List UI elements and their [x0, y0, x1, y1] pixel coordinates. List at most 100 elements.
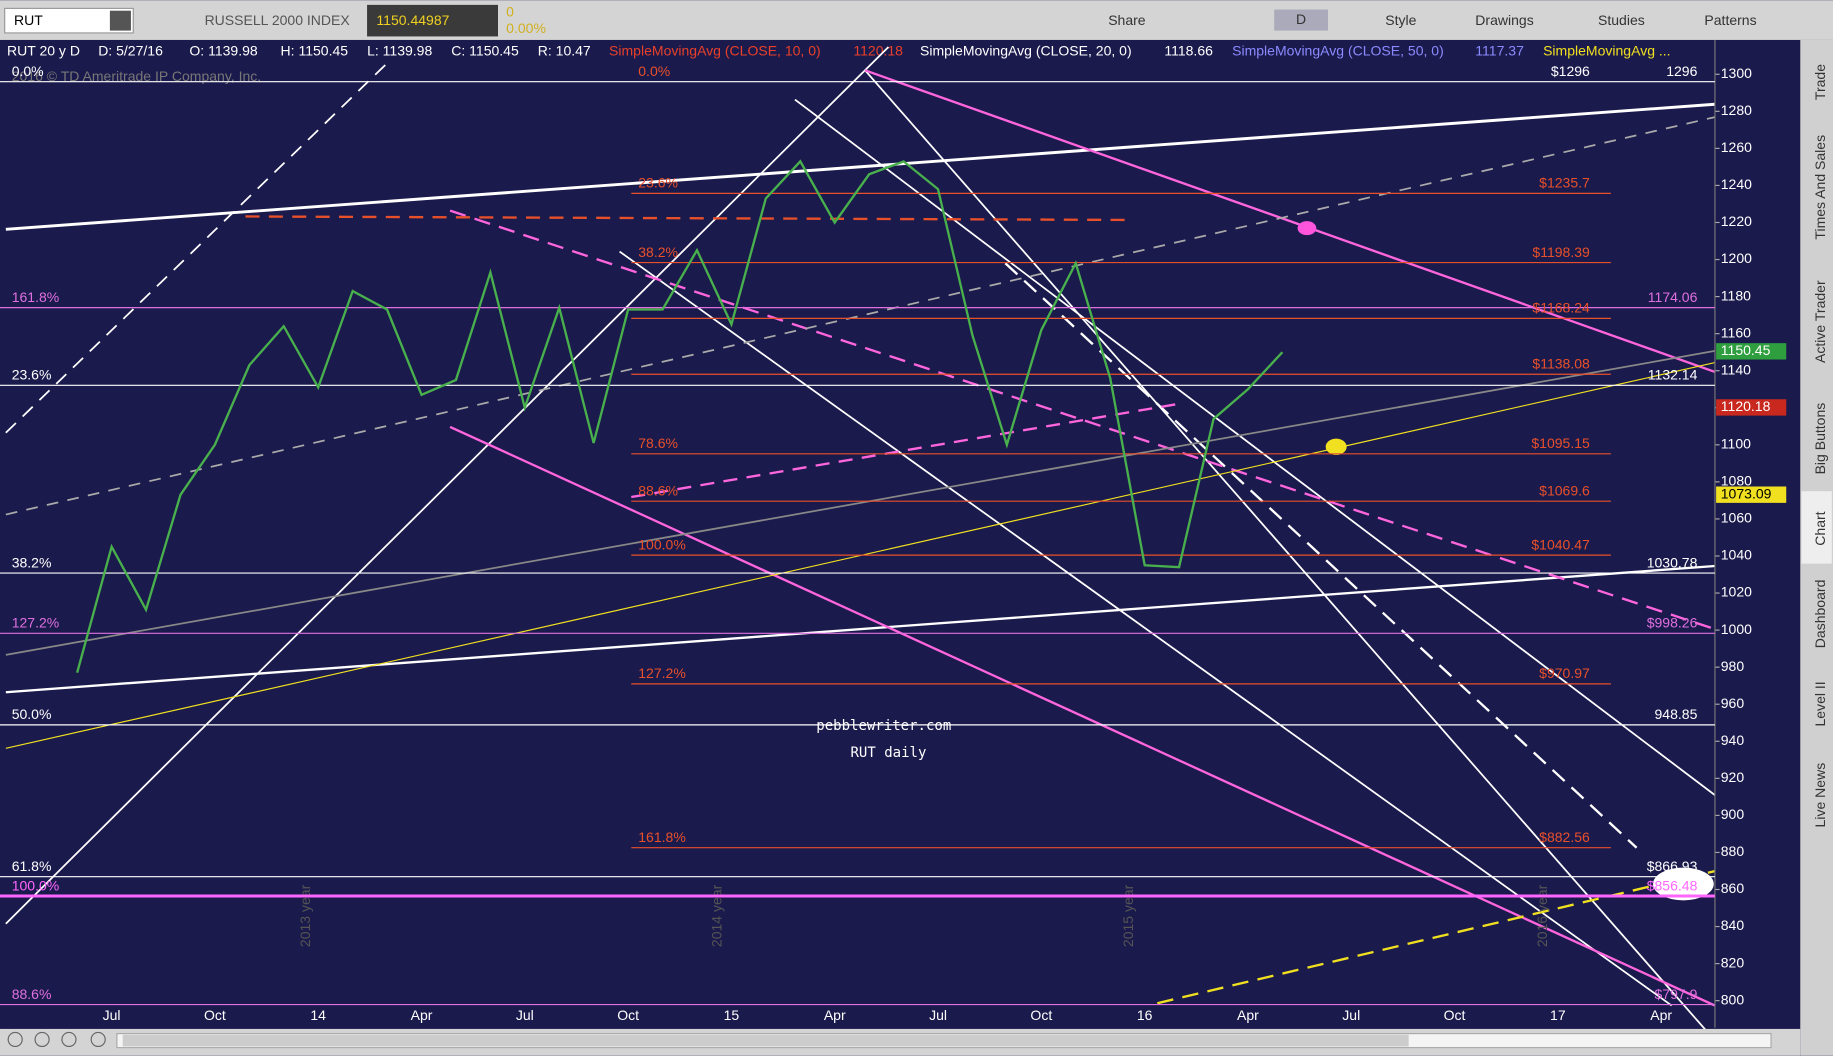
level-price-label: $856.48 — [1647, 877, 1698, 893]
toolbar-button[interactable]: Studies — [1598, 12, 1645, 28]
y-tick-label: 1300 — [1721, 65, 1752, 81]
side-tab[interactable]: Dashboard — [1812, 580, 1828, 649]
y-tick-label: 1280 — [1721, 102, 1752, 118]
y-tick-label: 980 — [1721, 658, 1745, 674]
x-tick-label: Oct — [204, 1007, 226, 1023]
level-left-label: 88.6% — [12, 986, 52, 1002]
price-tag — [1716, 486, 1787, 503]
last-price: 1150.44987 — [376, 12, 449, 28]
level-mid-label: 100.0% — [638, 536, 686, 552]
chart-background — [0, 39, 1801, 1029]
level-price-label: $882.56 — [1539, 829, 1590, 845]
info: C: 1150.45 — [451, 42, 519, 58]
info: SimpleMovingAvg (CLOSE, 50, 0) — [1232, 42, 1444, 58]
side-tab[interactable]: Times And Sales — [1812, 135, 1828, 240]
level-mid-label: 161.8% — [638, 829, 686, 845]
level-price-label: $998.26 — [1647, 615, 1698, 631]
toolbar-button[interactable]: Drawings — [1475, 12, 1533, 28]
marker — [1325, 438, 1347, 455]
trend-line — [1004, 262, 1638, 849]
x-tick-label: 15 — [724, 1007, 740, 1023]
symbol-dropdown[interactable] — [109, 10, 131, 31]
toolbar-button[interactable]: Patterns — [1704, 12, 1756, 28]
level-price-label: $1168.24 — [1532, 300, 1590, 316]
side-tab[interactable]: Trade — [1812, 64, 1828, 100]
scroll-thumb[interactable] — [122, 1034, 1409, 1047]
x-tick-label: 14 — [310, 1007, 326, 1023]
trend-line — [449, 425, 1716, 1007]
x-tick-label: 17 — [1550, 1007, 1566, 1023]
side-tab[interactable]: Live News — [1812, 763, 1828, 828]
info: SimpleMovingAvg (CLOSE, 10, 0) — [609, 42, 821, 58]
x-tick-label: Apr — [1237, 1007, 1259, 1023]
y-tick-label: 1080 — [1721, 473, 1752, 489]
price-tag-label: 1150.45 — [1721, 342, 1771, 358]
y-tick-label: 1220 — [1721, 213, 1752, 229]
x-tick-label: Apr — [824, 1007, 846, 1023]
y-tick-label: 820 — [1721, 954, 1745, 970]
x-tick-label: 16 — [1137, 1007, 1153, 1023]
level-value-label: 1296 — [1666, 63, 1697, 79]
x-tick-label: Jul — [516, 1007, 534, 1023]
level-left-label: 0.0% — [12, 63, 44, 79]
side-tab[interactable]: Big Buttons — [1812, 403, 1828, 475]
watermark: RUT daily — [850, 745, 926, 761]
info: D: 5/27/16 — [98, 42, 163, 58]
period-button[interactable] — [1274, 9, 1328, 31]
level-value-label: 1030.78 — [1647, 554, 1698, 570]
info: H: 1150.45 — [281, 42, 349, 58]
level-price-label: $1296 — [1551, 63, 1590, 79]
side-tab[interactable]: Chart — [1812, 511, 1828, 545]
level-value-label: 1174.06 — [1648, 289, 1698, 305]
trend-line — [5, 63, 387, 434]
level-price-label: $1235.7 — [1539, 175, 1590, 191]
y-tick-label: 920 — [1721, 769, 1745, 785]
info-bar — [0, 41, 1715, 63]
year-label: 2013 year — [297, 884, 313, 947]
zoom-button[interactable] — [7, 1031, 23, 1048]
copyright: 2016 © TD Ameritrade IP Company, Inc. — [12, 68, 262, 84]
trend-line — [5, 564, 1716, 694]
price-tag — [1716, 343, 1787, 360]
level-mid-label: 0.0% — [638, 63, 670, 79]
side-tab[interactable]: Level II — [1812, 681, 1828, 726]
toolbar — [0, 0, 1833, 40]
y-tick-label: 860 — [1721, 880, 1745, 896]
y-tick-label: 1140 — [1721, 361, 1751, 377]
trend-line — [245, 215, 1134, 222]
x-tick-label: Oct — [1444, 1007, 1466, 1023]
levels: 800 820 840 860 880 900 920 940 960 980 1000 1020 10… — [0, 39, 1787, 1028]
price-tag-label: 1120.18 — [1721, 398, 1771, 414]
y-tick-label: 1100 — [1721, 436, 1751, 452]
zoom-button[interactable] — [61, 1031, 77, 1048]
info: O: 1139.98 — [189, 42, 258, 58]
zoom-button[interactable] — [90, 1031, 106, 1048]
zoom-button[interactable] — [34, 1031, 50, 1048]
marker — [1297, 221, 1317, 236]
level-price-label: $797.9 — [1655, 986, 1698, 1002]
x-tick-label: Jul — [929, 1007, 947, 1023]
last-box — [367, 4, 498, 37]
info-bar-texts: RUT 20 y D D: 5/27/16 O: 1139.98 H: 1150… — [7, 42, 1671, 58]
trend-line — [5, 116, 1716, 516]
level-mid-label: 23.6% — [638, 175, 678, 191]
level-value-label: 948.85 — [1655, 706, 1698, 722]
trend-line — [619, 250, 1673, 1007]
x-tick-label: Jul — [1342, 1007, 1360, 1023]
level-left-label: 38.2% — [12, 554, 52, 570]
toolbar-button[interactable]: D — [1296, 11, 1306, 27]
y-tick-label: 1000 — [1721, 621, 1752, 637]
side-tab[interactable]: Active Trader — [1812, 280, 1828, 363]
year-labels: 2013 year 2014 year 2015 year 2016 year — [297, 884, 1550, 947]
trend-line — [864, 69, 1716, 374]
trend-line — [5, 102, 1716, 231]
level-mid-label: 127.2% — [638, 665, 686, 681]
toolbar-button[interactable]: Share — [1108, 12, 1146, 28]
toolbar-button[interactable]: Style — [1385, 12, 1416, 28]
y-tick-label: 960 — [1721, 695, 1745, 711]
level-price-label: $866.93 — [1647, 858, 1698, 874]
side-tabs[interactable]: Trade Times And Sales Active Trader Big … — [1812, 64, 1828, 828]
y-tick-label: 1040 — [1721, 547, 1752, 563]
y-tick-label: 1160 — [1721, 324, 1751, 340]
